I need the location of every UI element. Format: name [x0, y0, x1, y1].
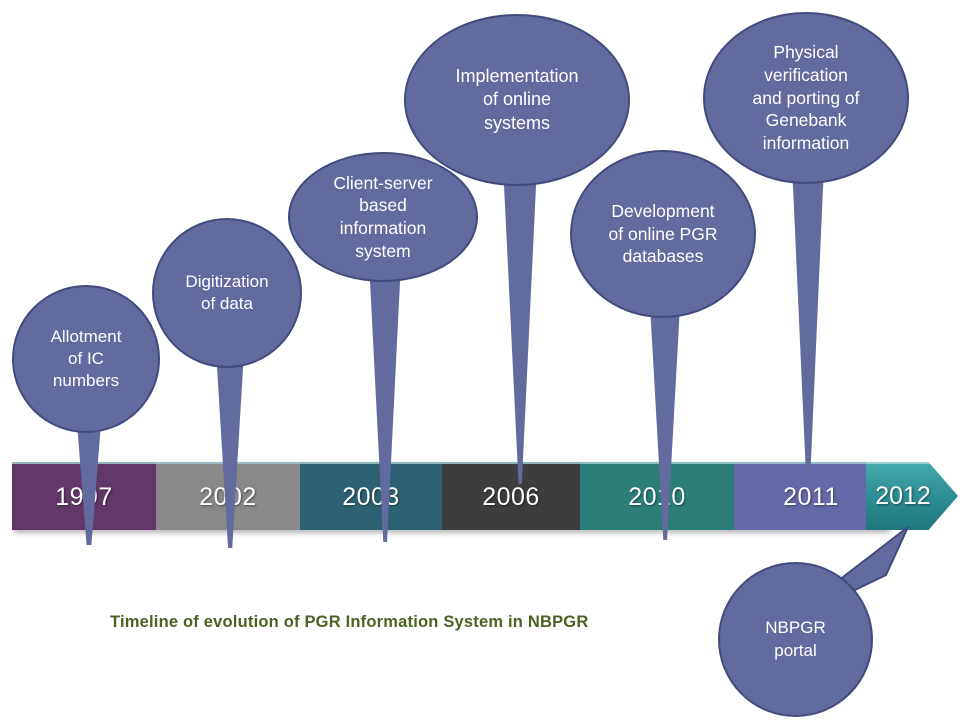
- timeline-year-label: 2003: [342, 482, 400, 511]
- callout-body: Development of online PGR databases: [570, 150, 756, 318]
- callout-text: Digitization of data: [185, 271, 269, 313]
- callout-allotment-of-ic-numbers[interactable]: Allotment of IC numbers: [12, 285, 160, 545]
- callout-nbpgr-portal[interactable]: NBPGR portal: [718, 526, 909, 717]
- callout-physical-verification-and-porting-of-genebank-information[interactable]: Physical verification and porting of Gen…: [703, 12, 909, 482]
- diagram-caption: Timeline of evolution of PGR Information…: [110, 613, 589, 631]
- timeline-year-label: 2010: [628, 482, 686, 511]
- callout-text: Development of online PGR databases: [608, 200, 718, 267]
- callout-development-of-online-pgr-databases[interactable]: Development of online PGR databases: [570, 150, 756, 540]
- callout-text: NBPGR portal: [765, 618, 826, 660]
- callout-body: Physical verification and porting of Gen…: [703, 12, 909, 184]
- callout-text: Allotment of IC numbers: [50, 326, 122, 391]
- timeline-segment-2012-arrow[interactable]: 2012: [866, 462, 958, 530]
- timeline-segment-2006[interactable]: 2006: [442, 462, 580, 530]
- callout-body: Allotment of IC numbers: [12, 285, 160, 433]
- callout-client-server-based-information-system[interactable]: Client-server based information system: [288, 152, 478, 542]
- callout-tail: [502, 144, 538, 484]
- timeline-year-label: 2012: [875, 481, 931, 510]
- timeline-year-label: 2011: [783, 482, 839, 511]
- callout-body: Implementation of online systems: [404, 14, 630, 186]
- callout-text: Physical verification and porting of Gen…: [752, 42, 860, 154]
- callout-implementation-of-online-systems[interactable]: Implementation of online systems: [404, 14, 630, 484]
- timeline-year-label: 2006: [482, 482, 540, 511]
- callout-body: Client-server based information system: [288, 152, 478, 282]
- callout-text: Implementation of online systems: [455, 65, 579, 133]
- callout-body: NBPGR portal: [718, 562, 873, 717]
- timeline-segment-2003[interactable]: 2003: [300, 462, 442, 530]
- callout-body: Digitization of data: [152, 218, 302, 368]
- callout-text: Client-server based information system: [333, 172, 433, 261]
- timeline-bar: 1997 2002 2003 2006 2010 2011: [12, 462, 888, 530]
- timeline-segment-2011[interactable]: 2011: [734, 462, 888, 530]
- callout-digitization-of-data[interactable]: Digitization of data: [152, 218, 302, 548]
- callout-tail: [791, 142, 825, 482]
- timeline-segment-2010[interactable]: 2010: [580, 462, 734, 530]
